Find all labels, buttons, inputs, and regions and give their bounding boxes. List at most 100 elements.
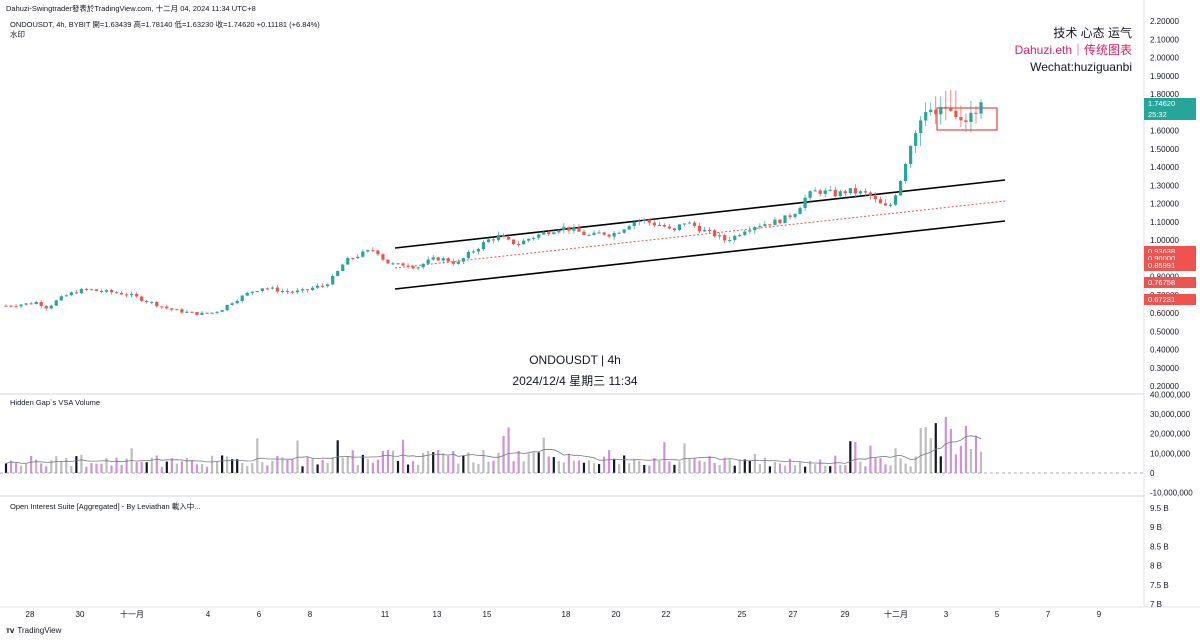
volume-bar: [894, 448, 897, 473]
volume-bar: [65, 458, 68, 473]
candle-body: [888, 204, 893, 206]
candle-body: [336, 271, 340, 276]
volume-bar: [839, 464, 842, 473]
candle-body: [506, 236, 511, 240]
volume-bar: [517, 451, 520, 473]
volume-bar: [582, 462, 586, 473]
footer-brand[interactable]: ᴛᴠ TradingView: [6, 626, 61, 635]
highlight-box[interactable]: [936, 107, 998, 131]
candle-body: [662, 225, 666, 227]
candle-body: [954, 110, 958, 118]
channel-midline[interactable]: [394, 200, 1006, 269]
candles: [4, 89, 983, 317]
volume-bar: [50, 460, 53, 473]
volume-tick-label: 0: [1150, 469, 1155, 478]
price-tick-label: 1.80000: [1150, 90, 1179, 99]
volume-bar: [406, 464, 410, 473]
candle-body: [607, 234, 611, 237]
oi-pane-title[interactable]: Open Interest Suite [Aggregated] - By Le…: [10, 502, 201, 511]
volume-bar: [286, 459, 289, 473]
symbol-ohlc-line[interactable]: ONDOUSDT, 4h, BYBIT 開=1.63439 高=1.78140 …: [10, 20, 320, 29]
volume-bar: [628, 463, 631, 473]
volume-bar: [713, 462, 716, 473]
volume-bar: [522, 461, 525, 473]
volume-bar: [653, 458, 656, 473]
volume-bar: [437, 449, 440, 473]
volume-tick-label: 30,000,000: [1150, 410, 1191, 419]
volume-bar: [949, 428, 952, 473]
volume-bar: [668, 461, 671, 473]
volume-bar: [562, 462, 565, 473]
volume-axis[interactable]: 40,000,000 30,000,000 20,000,000 10,000,000…: [1150, 390, 1193, 497]
time-axis[interactable]: 28 30 十一月 4 6 8 11 13 15 18 20 22 25 27 29 十二月 3 5 7 9: [26, 609, 1102, 619]
published-line: Dahuzi-Swingtrader發表於TradingView.com, 十二…: [6, 4, 256, 13]
volume-pane-title[interactable]: Hidden Gap`s VSA Volume: [10, 398, 101, 407]
volume-bar: [417, 464, 420, 473]
candle-body: [919, 120, 923, 134]
candle-body: [461, 258, 465, 262]
candle-body: [381, 254, 385, 260]
volume-bar: [341, 457, 344, 473]
candle-body: [195, 312, 199, 315]
candle-body: [491, 239, 496, 241]
time-tick-label: 3: [944, 610, 949, 619]
volume-bar: [678, 461, 681, 473]
volume-bar: [492, 460, 495, 473]
candle-body: [944, 106, 948, 109]
volume-bar: [356, 464, 359, 473]
volume-bar: [251, 462, 254, 473]
volume-bar: [909, 466, 912, 473]
candle-body: [677, 224, 682, 230]
volume-bar: [919, 428, 922, 473]
volume-bar: [170, 458, 173, 473]
volume-bar: [472, 462, 475, 473]
volume-bar: [391, 450, 395, 473]
level-price-tag[interactable]: 0.67231: [1144, 294, 1196, 306]
price-tick-label: 1.00000: [1150, 236, 1179, 245]
volume-bar: [316, 464, 319, 473]
volume-bar: [215, 461, 219, 473]
time-tick-label: 25: [738, 610, 747, 619]
candle-body: [165, 306, 169, 309]
candle-body: [647, 219, 651, 223]
volume-bar: [643, 464, 646, 473]
volume-bar: [281, 457, 284, 473]
volume-bar: [623, 455, 626, 473]
oi-tick-label: 8 B: [1150, 562, 1162, 571]
volume-bar: [30, 456, 33, 473]
volume-bar: [80, 454, 83, 473]
volume-bar: [854, 441, 857, 473]
level-price-tag[interactable]: 0.76758: [1144, 276, 1196, 288]
oi-axis[interactable]: 9.5 B 9 B 8.5 B 8 B 7.5 B 7 B: [1150, 504, 1169, 609]
candle-body: [808, 191, 812, 198]
level-price-tag[interactable]: 0.93638: [1144, 246, 1196, 258]
price-tick-label: 2.20000: [1150, 17, 1179, 26]
candle-body: [305, 289, 310, 291]
volume-bar: [125, 458, 128, 473]
volume-bar: [809, 460, 812, 473]
level-price-tag[interactable]: 0.90000: [1144, 252, 1196, 264]
candle-body: [718, 235, 722, 237]
candle-body: [682, 223, 687, 225]
volume-bar: [607, 450, 611, 473]
watermark-author: Dahuzi.eth｜传统图表: [1014, 43, 1132, 57]
volume-bar: [778, 463, 782, 473]
level-price-tag[interactable]: 0.85991: [1144, 260, 1196, 272]
oi-tick-label: 9.5 B: [1150, 504, 1169, 513]
indicator-watermark-label[interactable]: 水印: [10, 30, 25, 39]
candle-body: [64, 295, 68, 297]
volume-bar: [793, 465, 797, 473]
volume-bar: [743, 459, 746, 473]
volume-bar: [457, 463, 460, 473]
volume-bar: [829, 466, 832, 473]
candle-body: [798, 208, 802, 215]
channel-upper-line[interactable]: [394, 179, 1006, 249]
volume-bar: [773, 462, 777, 473]
price-axis[interactable]: 2.200002.100002.000001.900001.800001.700…: [1150, 17, 1179, 391]
volume-bar: [477, 464, 480, 473]
candle-body: [356, 256, 360, 259]
candle-body: [150, 301, 154, 303]
last-price-tag[interactable]: 1.74620: [1144, 98, 1196, 110]
channel-lower-line[interactable]: [394, 220, 1006, 290]
